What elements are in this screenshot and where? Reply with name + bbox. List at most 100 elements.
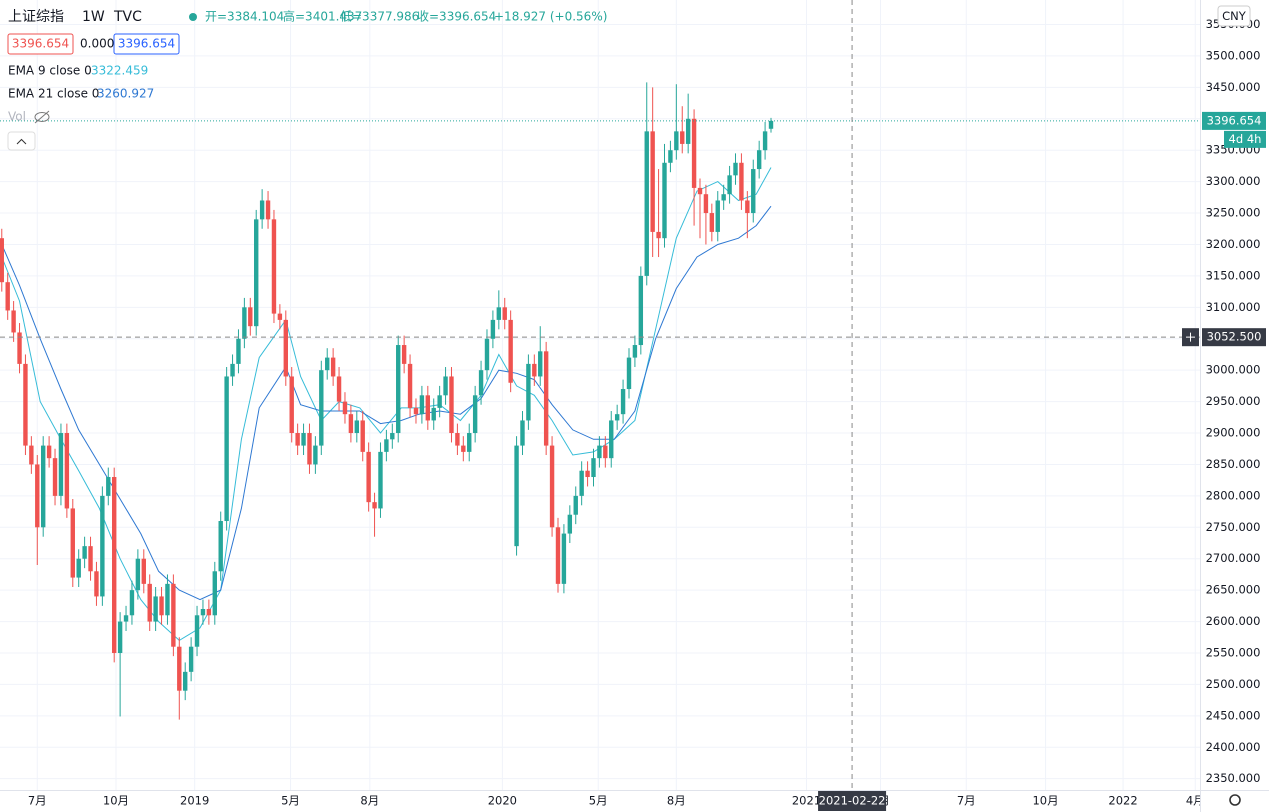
candle-body bbox=[455, 433, 460, 446]
candle-body bbox=[727, 175, 732, 195]
high-label: 高=3401.437 bbox=[283, 9, 362, 24]
y-tick-label: 2400.000 bbox=[1206, 740, 1261, 754]
x-tick-label: 10月 bbox=[103, 794, 129, 808]
y-tick-label: 2450.000 bbox=[1206, 708, 1261, 722]
candle-body bbox=[171, 583, 176, 647]
candle-body bbox=[573, 495, 578, 515]
candle-body bbox=[538, 351, 543, 377]
candle-body bbox=[685, 118, 691, 144]
candle-body bbox=[336, 376, 342, 402]
candle-body bbox=[88, 546, 93, 572]
ask-box[interactable] bbox=[113, 33, 180, 55]
candle-body bbox=[348, 414, 354, 434]
candle-body bbox=[739, 162, 744, 201]
candle-body bbox=[650, 131, 655, 232]
collapse-icon bbox=[16, 138, 27, 145]
low-label: 低=3377.986 bbox=[340, 10, 419, 24]
candle-body bbox=[188, 646, 194, 672]
candle-body bbox=[342, 401, 348, 415]
candle-body bbox=[58, 433, 64, 496]
candle-body bbox=[0, 238, 4, 283]
candle-body bbox=[443, 376, 448, 396]
collapse-button[interactable] bbox=[7, 131, 36, 151]
candle-body bbox=[159, 596, 164, 616]
candle-body bbox=[372, 502, 377, 509]
candle-body bbox=[313, 445, 318, 465]
candle-body bbox=[745, 200, 750, 214]
y-tick-label: 2900.000 bbox=[1206, 426, 1261, 440]
candle-body bbox=[123, 615, 129, 622]
candle-body bbox=[366, 451, 371, 503]
candle-body bbox=[129, 590, 135, 616]
candle-body bbox=[703, 194, 709, 214]
y-tick-label: 2600.000 bbox=[1206, 614, 1261, 628]
candle-body bbox=[567, 514, 573, 534]
candle-body bbox=[407, 363, 413, 408]
candle-body bbox=[532, 363, 537, 377]
hide-icon[interactable] bbox=[34, 110, 50, 124]
candle-body bbox=[183, 671, 188, 691]
open-label: 开=3384.104 bbox=[205, 10, 284, 24]
candle-body bbox=[472, 395, 478, 434]
candle-body bbox=[762, 131, 768, 151]
candle-body bbox=[520, 420, 525, 446]
crosshair-price: 3052.500 bbox=[1207, 330, 1262, 344]
candle-body bbox=[40, 445, 46, 528]
candle-body bbox=[467, 433, 472, 452]
candle-body bbox=[330, 357, 336, 377]
candle-body bbox=[224, 376, 229, 522]
ema21-legend: EMA 21 close 0 bbox=[8, 87, 99, 101]
candle-body bbox=[325, 357, 330, 371]
candle-body bbox=[147, 583, 152, 622]
settings-button[interactable] bbox=[1229, 794, 1241, 806]
candle-body bbox=[496, 307, 502, 320]
candle-body bbox=[165, 583, 170, 616]
candle-body bbox=[94, 571, 99, 597]
candle-body bbox=[384, 439, 389, 452]
candle-body bbox=[248, 307, 253, 327]
candle-body bbox=[579, 470, 584, 496]
candle-body bbox=[254, 219, 259, 327]
y-tick-label: 2500.000 bbox=[1206, 677, 1261, 691]
candle-body bbox=[271, 219, 277, 314]
add-alert-button[interactable] bbox=[1182, 328, 1199, 347]
candle-body bbox=[378, 451, 383, 509]
candle-body bbox=[141, 558, 146, 584]
candle-body bbox=[585, 470, 590, 478]
candle-body bbox=[76, 558, 81, 578]
y-tick-label: 2350.000 bbox=[1206, 771, 1261, 785]
candle-body bbox=[668, 150, 673, 163]
candle-body bbox=[390, 433, 395, 440]
crosshair-date-box bbox=[818, 791, 887, 811]
y-tick-label: 3500.000 bbox=[1206, 48, 1261, 62]
interval[interactable]: 1W bbox=[82, 9, 105, 25]
candle-body bbox=[52, 458, 58, 496]
x-tick-label: 7月 bbox=[957, 794, 976, 808]
candle-body bbox=[100, 495, 105, 597]
currency-box bbox=[1217, 5, 1251, 27]
ema21-value: 3260.927 bbox=[97, 87, 154, 101]
candle-body bbox=[117, 621, 123, 653]
candle-body bbox=[508, 319, 513, 383]
ema-line bbox=[1, 167, 772, 642]
plus-icon bbox=[1186, 332, 1195, 342]
bid-box[interactable] bbox=[7, 33, 74, 55]
crosshair-date: 2021-02-22 bbox=[819, 794, 886, 808]
candle-body bbox=[319, 370, 324, 446]
last-price: 3396.654 bbox=[1207, 113, 1262, 127]
x-tick-label: 8月 bbox=[360, 794, 379, 808]
candle-body bbox=[236, 338, 241, 364]
candle-body bbox=[674, 131, 679, 151]
candle-body bbox=[662, 162, 667, 239]
candle-body bbox=[756, 150, 762, 170]
y-tick-label: 2550.000 bbox=[1206, 645, 1261, 659]
status-dot bbox=[189, 13, 197, 21]
candle-body bbox=[206, 608, 212, 616]
candle-body bbox=[691, 118, 697, 188]
candle-body bbox=[307, 433, 312, 465]
candle-body bbox=[549, 445, 555, 528]
symbol-title[interactable]: 上证综指 bbox=[8, 9, 64, 25]
candle-body bbox=[11, 310, 16, 333]
